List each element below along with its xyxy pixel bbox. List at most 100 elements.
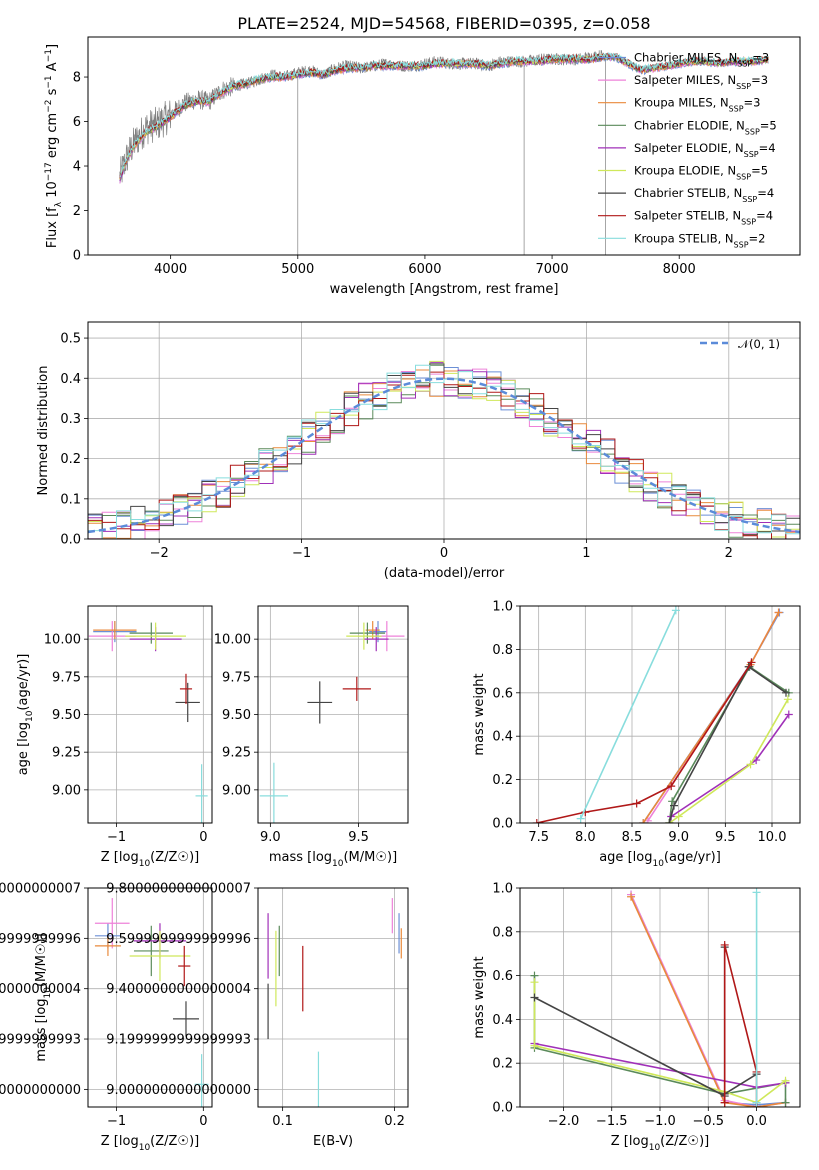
residuals-xtick-label-0: −2 [150,546,169,561]
age_vs_Z-ytick-label-0: 9.00 [52,783,81,798]
weight_vs_age-line-6 [668,665,787,823]
weight_vs_age-line-3 [668,665,790,823]
panel-age_vs_mass: 9.0 9.5 9.00 9.25 9.50 9.75 10.00 mass [log10(M… [214,605,409,869]
mass_vs_Z-ylabel: mass [log10(M/M☉)] [34,933,53,1061]
weight_vs_age-line-5 [668,698,789,823]
panel-residuals: −2 −1 0 1 2 0.0 0.1 0.2 0.3 0.4 0.5 𝒩(0, 1) (data-mo… [36,321,801,581]
legend-label-8: Kroupa STELIB, NSSP=2 [634,231,765,249]
weight_vs_Z-marker-5-1 [530,1041,539,1050]
weight_vs_age-marker-4-2 [784,710,793,719]
panel-weight_vs_age: 7.5 8.0 8.5 9.0 9.5 10.0 0.0 0.2 0.4 0.6 0.8 1.0 age… [472,600,801,869]
weight_vs_Z-xtick-label-1: −1.5 [596,1114,628,1129]
mass_vs_ebv-xtick-label-1: 0.2 [384,1114,405,1129]
weight_vs_Z-xlabel: Z [log10(Z/Z☉)] [611,1134,709,1153]
weight_vs_Z-frame [519,887,801,1108]
weight_vs_age-marker-6-3 [782,688,790,697]
weight_vs_Z-xtick-label-2: −1.0 [644,1114,676,1129]
weight_vs_Z-plot-area [530,888,790,1107]
mass_vs_ebv-xlabel: E(B-V) [313,1134,353,1149]
spectrum-ylabel: Flux [fλ 10−17 erg cm−2 s−1 A−1] [44,44,64,248]
weight_vs_Z-ytick-label-4: 0.8 [492,925,513,940]
legend-label-4: Salpeter ELODIE, NSSP=4 [634,141,776,159]
mass_vs_Z-xlabel: Z [log10(Z/Z☉)] [101,1134,199,1153]
age_vs_mass-frame [257,605,409,824]
weight_vs_age-xtick-label-4: 9.5 [715,830,736,845]
age_vs_mass-ytick-label-4: 10.00 [214,633,251,648]
spectrum-xtick-label-0: 4000 [154,262,187,277]
residuals-ytick-label-2: 0.2 [60,452,81,467]
mass_vs_Z-xtick-label-1: 0 [199,1114,207,1129]
weight_vs_Z-xtick-label-4: 0.0 [746,1114,767,1129]
weight_vs_Z-marker-7-0 [720,1098,729,1107]
residuals-xtick-label-3: 1 [582,546,590,561]
spectrum-xlabel: wavelength [Angstrom, rest frame] [330,282,559,297]
weight_vs_Z-marker-6-0 [530,993,539,1002]
spectrum-plot-area [119,49,769,255]
mass_vs_Z-ytick-label-0: 9.0000000000000000 [0,1083,81,1098]
mass_vs_Z-ytick-label-1: 9.1999999999999993 [0,1033,81,1048]
weight_vs_age-marker-8-0 [576,814,585,823]
residual-legend-label: 𝒩(0, 1) [738,337,780,351]
age_vs_Z-xtick-label-0: −1 [107,830,126,845]
weight_vs_age-line-2 [642,612,780,823]
spectrum-ytick-label-2: 4 [73,160,81,175]
panel-mass_vs_Z: −1 0 9.0000000000000000 9.1999999999999993 9… [0,882,213,1153]
spectrum-xtick-label-1: 5000 [281,262,314,277]
mass_vs_ebv-plot-area [267,898,402,1107]
age_vs_mass-ytick-label-2: 9.50 [222,708,251,723]
legend-label-1: Salpeter MILES, NSSP=3 [634,73,768,91]
spectrum-ytick-label-1: 2 [73,204,81,219]
weight_vs_Z-marker-5-4 [781,1076,790,1085]
age_vs_Z-ytick-label-3: 9.75 [52,670,81,685]
weight_vs_age-marker-7-3 [667,782,676,791]
legend-label-2: Kroupa MILES, NSSP=3 [634,96,760,114]
weight_vs_age-marker-8-1 [671,606,680,615]
residuals-plot-area [88,360,800,539]
weight_vs_age-xlabel: age [log10(age/yr)] [599,850,721,869]
weight_vs_age-frame [519,605,801,824]
mass_vs_Z-ytick-label-4: 9.8000000000000007 [0,882,81,897]
figure-title: PLATE=2524, MJD=54568, FIBERID=0395, z=0… [237,14,650,33]
residuals-xtick-label-1: −1 [292,546,311,561]
panel-mass_vs_ebv: 0.1 0.2 9.0000000000000000 9.19999999999999… [106,882,409,1149]
spectrum-model-line-8 [119,52,769,178]
weight_vs_age-marker-7-0 [532,819,541,823]
weight_vs_age-marker-5-1 [674,812,683,821]
mass_vs_Z-plot-area [94,898,209,1107]
residuals-ytick-label-4: 0.4 [60,372,81,387]
age_vs_mass-xtick-label-0: 9.0 [260,830,281,845]
legend-label-3: Chabrier ELODIE, NSSP=5 [634,118,777,136]
age_vs_Z-plot-area [88,621,208,823]
legend-label-6: Chabrier STELIB, NSSP=4 [634,186,774,204]
weight_vs_age-xtick-label-0: 7.5 [528,830,549,845]
residuals-ytick-label-5: 0.5 [60,332,81,347]
weight_vs_age-ytick-label-4: 0.8 [492,643,513,658]
weight_vs_Z-ylabel: mass weight [472,956,487,1038]
mass_vs_ebv-ytick-label-4: 9.8000000000000007 [106,882,251,897]
weight_vs_age-marker-5-3 [783,695,792,704]
residuals-ytick-label-3: 0.3 [60,412,81,427]
legend-label-5: Kroupa ELODIE, NSSP=5 [634,164,768,182]
weight_vs_Z-marker-7-1 [720,940,729,949]
age_vs_mass-ytick-label-3: 9.75 [222,670,251,685]
weight_vs_age-marker-7-4 [747,658,756,667]
age_vs_Z-xlabel: Z [log10(Z/Z☉)] [101,850,199,869]
spectrum-xtick-label-3: 7000 [536,262,569,277]
weight_vs_age-marker-2-2 [774,608,783,617]
weight_vs_age-xtick-label-5: 10.0 [758,830,787,845]
weight_vs_age-marker-7-2 [632,799,641,808]
age_vs_Z-ytick-label-4: 10.00 [44,633,81,648]
weight_vs_Z-line-2 [630,896,786,1107]
spectrum-ytick-label-3: 6 [73,115,81,130]
spectrum-ytick-label-0: 0 [73,249,81,264]
age_vs_Z-xtick-label-1: 0 [199,830,207,845]
weight_vs_Z-ytick-label-0: 0.0 [492,1101,513,1116]
weight_vs_Z-marker-5-0 [530,978,539,987]
mass_vs_ebv-xtick-label-0: 0.1 [272,1114,293,1129]
weight_vs_Z-ytick-label-1: 0.2 [492,1057,513,1072]
weight_vs_Z-xtick-label-3: −0.5 [692,1114,724,1129]
weight_vs_age-plot-area [532,606,793,823]
spectrum-ytick-label-4: 8 [73,71,81,86]
residuals-xtick-label-4: 2 [725,546,733,561]
weight_vs_age-ytick-label-5: 1.0 [492,600,513,615]
